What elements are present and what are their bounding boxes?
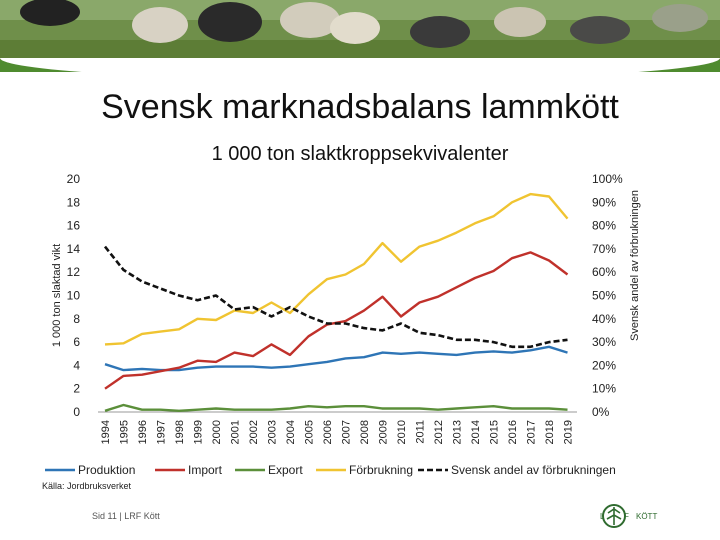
y-tick-label: 2 — [73, 382, 80, 396]
y-tick-label: 18 — [67, 195, 81, 209]
legend-label: Produktion — [78, 463, 135, 477]
x-tick-label: 2011 — [415, 420, 427, 444]
x-tick-label: 2000 — [211, 420, 223, 444]
banner-curve — [0, 58, 720, 72]
x-tick-label: 2004 — [285, 420, 297, 444]
y-tick-label: 4 — [73, 358, 80, 372]
x-tick-label: 1998 — [174, 420, 186, 444]
lrf-kott-logo: L F KÖTT — [600, 504, 657, 528]
series-line-forbrukning — [104, 192, 569, 346]
x-tick-label: 2001 — [230, 420, 242, 444]
svg-text:KÖTT: KÖTT — [636, 512, 657, 521]
y2-tick-label: 50% — [592, 289, 616, 303]
y-axis-title: 1 000 ton slaktad vikt — [51, 244, 63, 347]
x-tick-label: 1995 — [119, 420, 131, 444]
x-tick-label: 1996 — [137, 420, 149, 444]
x-tick-label: 2018 — [544, 420, 556, 444]
x-tick-label: 2008 — [359, 420, 371, 444]
market-balance-chart: 0 2 4 6 8 10 12 14 16 18 20 0% 10% 20% 30% 40% 50% 60% 70%… — [45, 172, 641, 477]
series-line-andel — [103, 245, 568, 349]
y-tick-label: 16 — [67, 219, 81, 233]
y2-tick-label: 20% — [592, 358, 616, 372]
x-tick-label: 2007 — [341, 420, 353, 444]
legend-label: Förbrukning — [349, 463, 413, 477]
y2-tick-label: 90% — [592, 195, 616, 209]
y-tick-label: 12 — [67, 265, 81, 279]
x-tick-label: 2010 — [396, 420, 408, 444]
series-line-export — [104, 403, 568, 413]
y2-axis-title: Svensk andel av förbrukningen — [629, 190, 641, 341]
series-line-produktion — [104, 345, 568, 372]
y2-tick-label: 70% — [592, 242, 616, 256]
x-tick-label: 2013 — [452, 420, 464, 444]
x-tick-label: 2012 — [433, 420, 445, 444]
y2-tick-label: 10% — [592, 382, 616, 396]
y-tick-label: 14 — [67, 242, 81, 256]
y-tick-label: 8 — [73, 312, 80, 326]
y2-tick-label: 60% — [592, 265, 616, 279]
x-tick-label: 1997 — [156, 420, 168, 444]
y-tick-label: 6 — [73, 335, 80, 349]
y2-tick-label: 100% — [592, 172, 623, 186]
x-tick-label: 2009 — [378, 420, 390, 444]
y-tick-label: 0 — [73, 405, 80, 419]
y-tick-label: 10 — [67, 289, 81, 303]
slide-title: Svensk marknadsbalans lammkött — [101, 88, 619, 126]
x-tick-label: 2002 — [248, 420, 260, 444]
y2-tick-label: 80% — [592, 219, 616, 233]
series-line-import — [104, 251, 569, 390]
svg-text:L: L — [600, 512, 605, 521]
svg-text:F: F — [624, 512, 629, 521]
x-tick-label: 2003 — [267, 420, 279, 444]
x-tick-label: 2005 — [304, 420, 316, 444]
source-note: Källa: Jordbruksverket — [42, 481, 132, 491]
x-tick-label: 1994 — [100, 420, 112, 444]
x-tick-label: 1999 — [193, 420, 205, 444]
x-tick-label: 2017 — [526, 420, 538, 444]
y2-tick-label: 40% — [592, 312, 616, 326]
y2-tick-label: 30% — [592, 335, 616, 349]
legend-label: Export — [268, 463, 303, 477]
legend-label: Svensk andel av förbrukningen — [451, 463, 616, 477]
header-banner-photo — [0, 0, 720, 72]
x-tick-label: 2019 — [563, 420, 575, 444]
x-tick-label: 2016 — [507, 420, 519, 444]
footer-page-label: Sid 11 | LRF Kött — [92, 511, 160, 521]
legend-label: Import — [188, 463, 223, 477]
y-tick-label: 20 — [67, 172, 81, 186]
x-tick-label: 2006 — [322, 420, 334, 444]
x-tick-label: 2015 — [489, 420, 501, 444]
chart-title: 1 000 ton slaktkroppsekvivalenter — [211, 143, 509, 165]
x-tick-label: 2014 — [470, 420, 482, 444]
y2-tick-label: 0% — [592, 405, 610, 419]
